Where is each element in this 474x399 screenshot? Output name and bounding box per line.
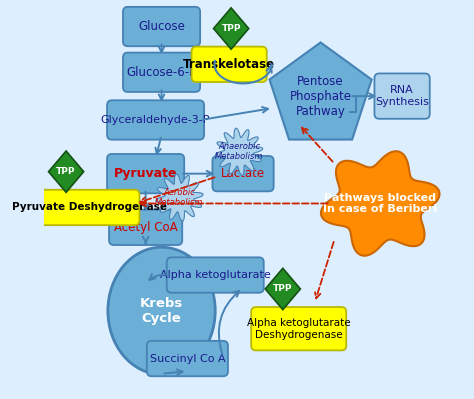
Text: Acetyl CoA: Acetyl CoA <box>114 221 177 234</box>
Polygon shape <box>265 268 301 310</box>
Text: Glucose-6-P: Glucose-6-P <box>127 66 197 79</box>
FancyBboxPatch shape <box>167 257 264 293</box>
FancyBboxPatch shape <box>147 341 228 376</box>
Text: Aerobic
Metabolism: Aerobic Metabolism <box>155 188 204 207</box>
Text: TPP: TPP <box>273 284 292 293</box>
Text: Pathways blocked
In case of Beriberi: Pathways blocked In case of Beriberi <box>323 193 438 214</box>
Text: Pentose
Phosphate
Pathway: Pentose Phosphate Pathway <box>290 75 352 118</box>
FancyBboxPatch shape <box>40 190 139 225</box>
Text: TPP: TPP <box>56 167 76 176</box>
Polygon shape <box>156 174 203 221</box>
Text: Succinyl Co A: Succinyl Co A <box>150 354 225 363</box>
FancyBboxPatch shape <box>191 47 267 82</box>
FancyBboxPatch shape <box>123 53 200 92</box>
FancyBboxPatch shape <box>212 156 273 192</box>
Text: RNA
Synthesis: RNA Synthesis <box>375 85 429 107</box>
FancyBboxPatch shape <box>107 154 184 194</box>
Text: Pyruvate: Pyruvate <box>114 167 177 180</box>
FancyBboxPatch shape <box>123 7 200 46</box>
Text: Alpha ketoglutarate: Alpha ketoglutarate <box>160 270 271 280</box>
Text: TPP: TPP <box>221 24 241 33</box>
FancyBboxPatch shape <box>107 100 204 140</box>
Polygon shape <box>321 151 439 256</box>
FancyBboxPatch shape <box>109 209 182 245</box>
Ellipse shape <box>108 247 215 374</box>
Text: Lactate: Lactate <box>221 167 265 180</box>
Text: Anaerobic
Metabolism: Anaerobic Metabolism <box>215 142 264 162</box>
FancyBboxPatch shape <box>374 73 430 119</box>
Text: Alpha ketoglutarate
Deshydrogenase: Alpha ketoglutarate Deshydrogenase <box>247 318 351 340</box>
Polygon shape <box>216 128 263 176</box>
FancyBboxPatch shape <box>251 307 346 350</box>
Text: Glyceraldehyde-3-P: Glyceraldehyde-3-P <box>101 115 210 125</box>
Text: Glucose: Glucose <box>138 20 185 33</box>
Text: Krebs
Cycle: Krebs Cycle <box>140 297 183 325</box>
Text: Pyruvate Deshydrogenase: Pyruvate Deshydrogenase <box>12 202 167 212</box>
Polygon shape <box>270 42 372 140</box>
Polygon shape <box>214 8 249 49</box>
Polygon shape <box>48 151 84 192</box>
Text: Transkelotase: Transkelotase <box>183 58 275 71</box>
